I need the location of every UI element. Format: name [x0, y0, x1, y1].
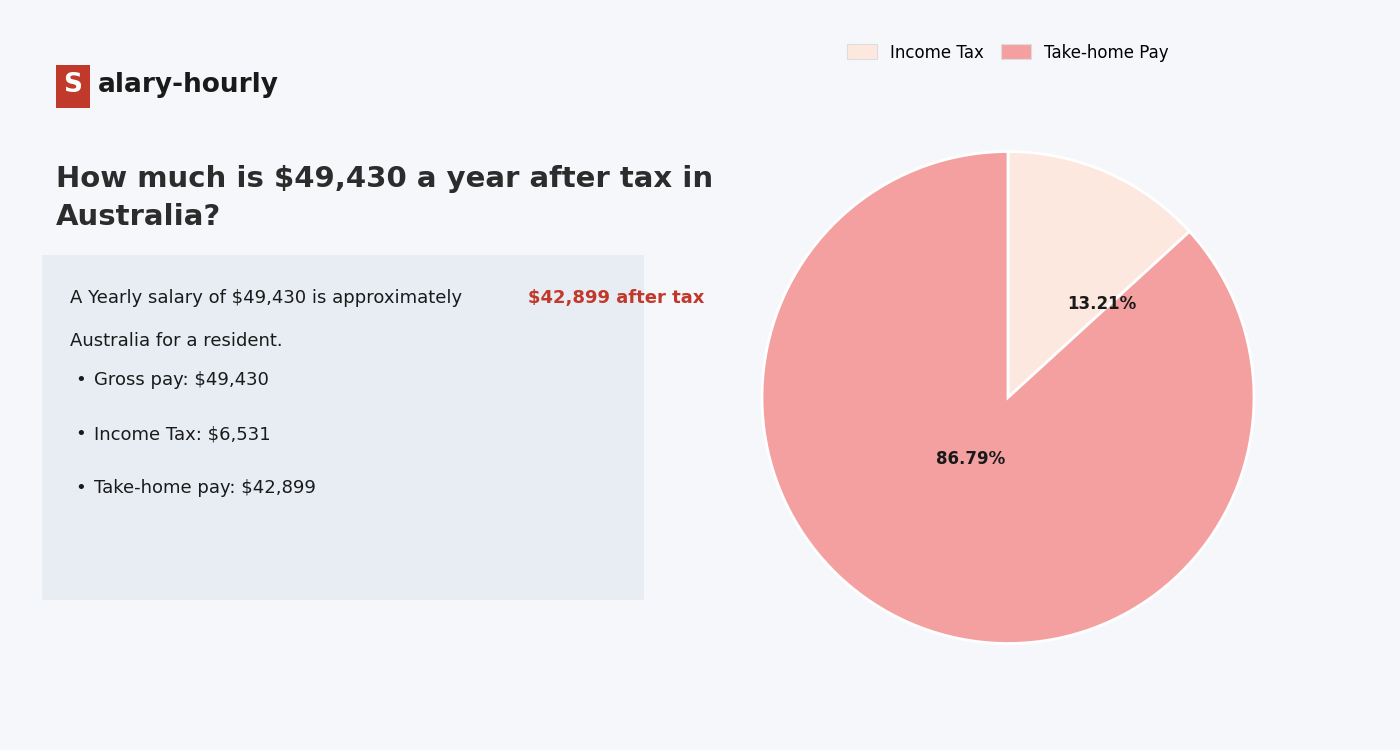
Text: A Yearly salary of $49,430 is approximately: A Yearly salary of $49,430 is approximat…: [70, 289, 468, 307]
Text: •: •: [76, 425, 85, 443]
Wedge shape: [1008, 152, 1190, 398]
Text: Gross pay: $49,430: Gross pay: $49,430: [95, 371, 269, 389]
Text: •: •: [76, 479, 85, 497]
FancyBboxPatch shape: [42, 255, 644, 600]
Text: Income Tax: $6,531: Income Tax: $6,531: [95, 425, 272, 443]
Text: Take-home pay: $42,899: Take-home pay: $42,899: [95, 479, 316, 497]
Text: $42,899 after tax: $42,899 after tax: [529, 289, 704, 307]
Legend: Income Tax, Take-home Pay: Income Tax, Take-home Pay: [840, 37, 1176, 68]
Text: Australia for a resident.: Australia for a resident.: [70, 332, 283, 350]
Text: S: S: [63, 72, 83, 98]
Text: 86.79%: 86.79%: [937, 450, 1005, 468]
Text: alary-hourly: alary-hourly: [98, 72, 279, 98]
Wedge shape: [762, 152, 1254, 644]
Text: How much is $49,430 a year after tax in
Australia?: How much is $49,430 a year after tax in …: [56, 165, 713, 231]
Text: •: •: [76, 371, 85, 389]
Text: 13.21%: 13.21%: [1067, 295, 1137, 313]
FancyBboxPatch shape: [56, 64, 90, 108]
